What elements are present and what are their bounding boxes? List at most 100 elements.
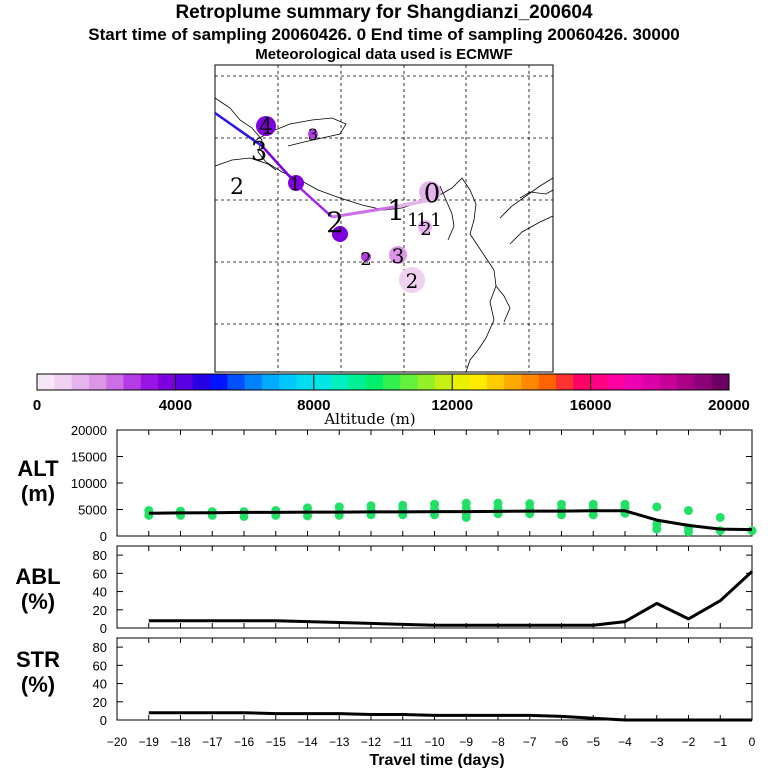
particle-label: 2 (360, 249, 371, 270)
x-tick-label: −5 (586, 735, 600, 749)
colorbar-cell (140, 374, 159, 390)
colorbar-cell (625, 374, 643, 390)
colorbar-tick-label: 8000 (297, 397, 330, 414)
panel-ylabel: STR (16, 647, 60, 672)
y-tick-label: 80 (93, 640, 107, 655)
cluster-circle (256, 116, 276, 136)
particle-label: 2 (406, 269, 419, 293)
y-tick-label: 60 (93, 566, 107, 581)
series-line (148, 570, 754, 627)
x-tick-label: −17 (202, 735, 223, 749)
y-tick-label: 80 (93, 548, 107, 563)
colorbar-ticks: 0 4000 8000 12000 16000 20000 (33, 374, 750, 414)
x-tick-label: −19 (139, 735, 160, 749)
x-tick-label: −3 (650, 735, 664, 749)
cluster-circle (389, 246, 407, 264)
y-tick-label: 15000 (71, 450, 107, 465)
colorbar-cell (261, 374, 280, 390)
cluster-circle (308, 129, 318, 139)
x-tick-label: −18 (170, 735, 191, 749)
x-tick-label: −8 (491, 735, 505, 749)
colorbar-cell (37, 374, 55, 390)
x-tick-label: −15 (266, 735, 287, 749)
trajectory-map: 4 3 2 1 3 2 1 0 1 1 1 2 2 3 2 (214, 64, 554, 373)
map-boundaries (214, 97, 554, 373)
trajectory-segment (331, 205, 395, 219)
colorbar-label: Altitude (m) (323, 410, 415, 428)
colorbar-cell (123, 374, 142, 390)
particle-label: 1 (289, 174, 300, 195)
colorbar-tick-label: 4000 (159, 397, 192, 414)
series-line (148, 711, 752, 722)
colorbar-cell (158, 374, 176, 390)
map-frame (214, 64, 554, 373)
colorbar-cell (659, 374, 678, 390)
colorbar-cell (331, 374, 349, 390)
panel-abl: 0 20 40 60 80 ABL(%) (15, 545, 754, 636)
scatter-point (239, 511, 249, 521)
colorbar-cell (244, 374, 263, 390)
scatter-point (684, 527, 693, 537)
panel-ylabel: (%) (21, 589, 55, 614)
colorbar-frame (36, 373, 730, 391)
colorbar-cell (279, 374, 297, 390)
particle-label: 1 (416, 210, 427, 231)
cluster-circles (256, 116, 441, 293)
colorbar-cell (469, 374, 488, 390)
x-tick-label: −11 (393, 735, 413, 749)
particle-label: 3 (308, 125, 318, 144)
colorbar-cell (313, 374, 332, 390)
y-tick-label: 40 (93, 677, 107, 692)
colorbar-cell (365, 374, 384, 390)
cluster-circle (419, 181, 441, 203)
x-tick-label: −2 (682, 735, 696, 749)
series-line (148, 509, 753, 532)
panel-alt: 0 5000 10000 15000 20000 ALT(m) (17, 423, 757, 544)
cluster-circle (288, 175, 304, 191)
colorbar-tick-label: 12000 (431, 397, 473, 414)
panel-ylabel: (m) (21, 481, 55, 506)
colorbar-cells (37, 374, 730, 390)
colorbar-cell (417, 374, 436, 390)
chart-title: Retroplume summary for Shangdianzi_20060… (175, 2, 593, 23)
colorbar-cell (296, 374, 315, 390)
particle-label: 2 (230, 175, 244, 200)
scatter-point (715, 512, 725, 522)
colorbar-cell (400, 374, 419, 390)
y-tick-label: 20 (93, 695, 107, 710)
panel-ylabel: (%) (21, 672, 55, 697)
colorbar-cell (556, 374, 574, 390)
particle-labels: 4 3 2 1 3 2 1 0 1 1 1 2 2 3 2 (230, 115, 442, 293)
x-tick-label: −12 (361, 735, 382, 749)
panel-frame (116, 545, 753, 629)
colorbar-cell (486, 374, 505, 390)
y-tick-label: 5000 (78, 503, 107, 518)
trajectory-segment (299, 187, 333, 218)
y-tick-label: 10000 (71, 476, 107, 491)
particle-label: 2 (420, 219, 431, 240)
colorbar-cell (694, 374, 713, 390)
x-tick-label: −16 (234, 735, 255, 749)
colorbar-cell (590, 374, 609, 390)
colorbar-cell (227, 374, 246, 390)
scatter-point (652, 502, 662, 512)
colorbar-cell (711, 374, 730, 390)
colorbar-cell (521, 374, 540, 390)
x-tick-label: −14 (297, 735, 318, 749)
scatter-point (684, 506, 693, 516)
colorbar-cell (106, 374, 124, 390)
scatter-point (652, 524, 662, 534)
particle-label: 1 (430, 210, 441, 231)
colorbar-tick-label: 20000 (708, 397, 750, 414)
y-tick-label: 60 (93, 658, 107, 673)
colorbar-cell (175, 374, 194, 390)
colorbar-cell (54, 374, 73, 390)
colorbar-cell (538, 374, 557, 390)
x-tick-label: −13 (329, 735, 350, 749)
y-tick-label: 20000 (71, 423, 107, 438)
colorbar-cell (88, 374, 107, 390)
x-tick-label: −4 (618, 735, 632, 749)
cluster-circle (332, 226, 348, 242)
meteo-data-source: Meteorological data used is ECMWF (255, 46, 513, 63)
